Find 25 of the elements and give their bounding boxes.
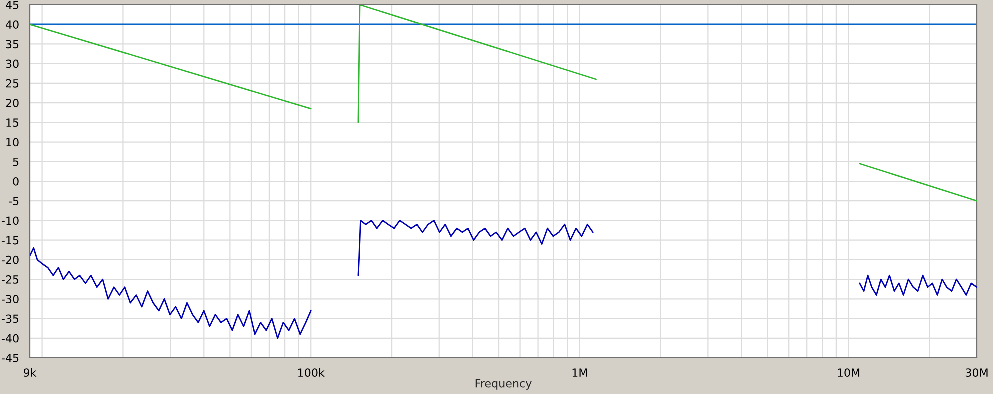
y-tick-label: 45	[6, 1, 19, 10]
y-tick-label: 5	[13, 158, 19, 166]
x-tick-label: 9k	[24, 368, 37, 378]
y-tick-label: 0	[13, 177, 19, 186]
y-tick-label: -45	[2, 354, 19, 362]
y-tick-label: -40	[2, 334, 19, 343]
y-tick-label: 40	[6, 20, 19, 29]
x-tick-label: 100k	[298, 368, 325, 378]
y-tick-label: 20	[6, 99, 19, 108]
y-tick-label: -30	[2, 295, 19, 304]
y-tick-label: -35	[2, 314, 19, 324]
x-axis-title: Frequency	[476, 380, 532, 390]
y-tick-label: 10	[6, 138, 19, 147]
y-tick-label: 25	[6, 79, 19, 88]
y-tick-label: -20	[2, 256, 19, 264]
y-tick-label: -5	[9, 197, 19, 206]
y-tick-label: -15	[2, 236, 19, 245]
y-tick-label: 15	[6, 118, 19, 128]
y-tick-label: -25	[2, 276, 19, 284]
x-tick-label: 10M	[838, 368, 860, 378]
x-tick-label: 30M	[966, 368, 988, 378]
y-tick-label: 30	[6, 60, 19, 68]
x-tick-label: 1M	[572, 368, 588, 377]
y-tick-label: -10	[2, 216, 19, 226]
y-tick-label: 35	[6, 40, 19, 49]
